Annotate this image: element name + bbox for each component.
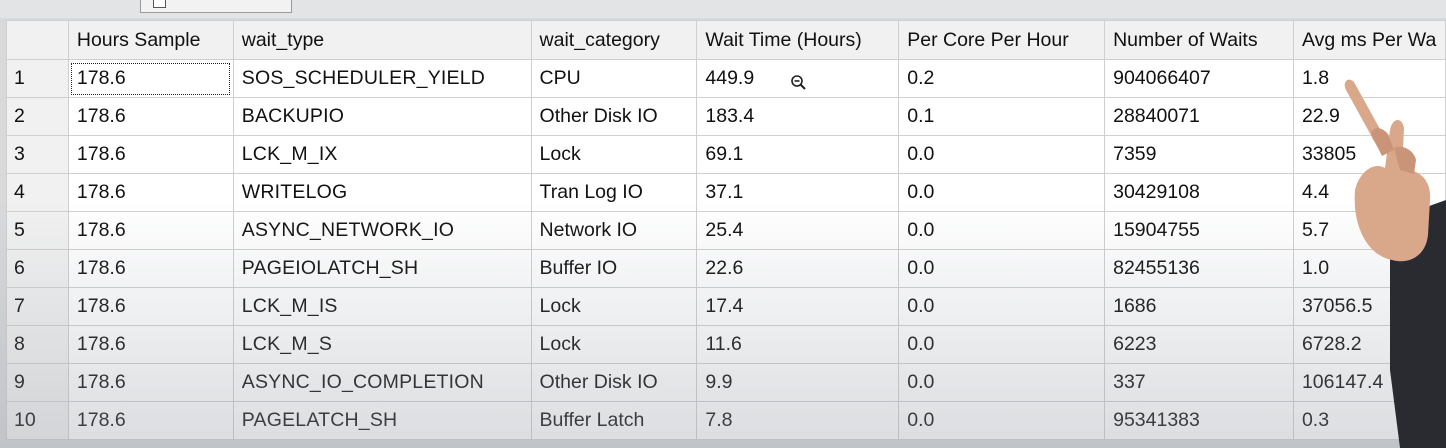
wait-category-cell[interactable]: Tran Log IO <box>530 173 698 212</box>
number-of-waits-cell[interactable]: 15904755 <box>1104 211 1294 250</box>
wait-category-cell[interactable]: Other Disk IO <box>530 363 698 402</box>
wait-type-cell[interactable]: PAGELATCH_SH <box>232 401 532 440</box>
hours-sample-cell[interactable]: 178.6 <box>67 97 234 136</box>
table-row[interactable]: 5 178.6 ASYNC_NETWORK_IO Network IO 25.4 0.0 1… <box>6 211 1446 250</box>
table-row[interactable]: 4 178.6 WRITELOG Tran Log IO 37.1 0.0 30429108… <box>6 173 1446 212</box>
wait-type-cell[interactable]: BACKUPIO <box>232 97 532 136</box>
number-of-waits-cell[interactable]: 1686 <box>1104 287 1294 326</box>
column-header[interactable]: wait_category <box>530 20 698 60</box>
presenter-pointing-hand <box>1344 79 1446 448</box>
wait-category-cell[interactable]: Buffer Latch <box>530 401 698 440</box>
wait-type-cell[interactable]: LCK_M_IS <box>232 287 532 326</box>
number-of-waits-cell[interactable]: 95341383 <box>1104 401 1294 440</box>
per-core-cell[interactable]: 0.2 <box>898 59 1106 98</box>
row-number[interactable]: 10 <box>6 401 69 440</box>
table-row[interactable]: 8 178.6 LCK_M_S Lock 11.6 0.0 6223 6728.2 <box>6 325 1446 364</box>
grid-body: 1 178.6 SOS_SCHEDULER_YIELD CPU 449.9 0.2 9040… <box>6 59 1446 440</box>
hours-sample-cell[interactable]: 178.6 <box>67 59 234 98</box>
row-number[interactable]: 5 <box>6 211 69 250</box>
zoom-out-cursor-icon <box>791 75 806 90</box>
number-of-waits-cell[interactable]: 7359 <box>1104 135 1294 174</box>
row-number[interactable]: 9 <box>6 363 69 402</box>
number-of-waits-cell[interactable]: 6223 <box>1104 325 1294 364</box>
table-row[interactable]: 9 178.6 ASYNC_IO_COMPLETION Other Disk IO 9.… <box>6 363 1446 402</box>
column-header[interactable]: Avg ms Per Wa <box>1292 20 1446 60</box>
results-toolbar-strip <box>0 0 1446 18</box>
number-of-waits-cell[interactable]: 30429108 <box>1104 173 1294 212</box>
column-header[interactable]: Number of Waits <box>1104 20 1294 60</box>
per-core-cell[interactable]: 0.0 <box>898 249 1106 288</box>
wait-category-cell[interactable]: Buffer IO <box>530 249 698 288</box>
per-core-cell[interactable]: 0.0 <box>898 401 1106 440</box>
per-core-cell[interactable]: 0.1 <box>898 97 1106 136</box>
wait-time-cell[interactable]: 183.4 <box>696 97 900 136</box>
wait-category-cell[interactable]: Lock <box>530 287 698 326</box>
results-tab[interactable] <box>140 0 292 13</box>
wait-type-cell[interactable]: PAGEIOLATCH_SH <box>232 249 532 288</box>
checkbox-icon[interactable] <box>153 0 166 8</box>
hours-sample-cell[interactable]: 178.6 <box>67 401 234 440</box>
wait-type-cell[interactable]: ASYNC_NETWORK_IO <box>232 211 532 250</box>
wait-time-cell[interactable]: 37.1 <box>696 173 900 212</box>
row-number[interactable]: 6 <box>6 249 69 288</box>
wait-category-cell[interactable]: Lock <box>530 135 698 174</box>
row-number[interactable]: 8 <box>6 325 69 364</box>
per-core-cell[interactable]: 0.0 <box>898 325 1106 364</box>
row-number[interactable]: 3 <box>6 135 69 174</box>
number-of-waits-cell[interactable]: 904066407 <box>1104 59 1294 98</box>
wait-type-cell[interactable]: LCK_M_S <box>232 325 532 364</box>
column-header[interactable]: Wait Time (Hours) <box>696 20 900 60</box>
hours-sample-cell[interactable]: 178.6 <box>67 363 234 402</box>
per-core-cell[interactable]: 0.0 <box>898 135 1106 174</box>
wait-time-cell[interactable]: 7.8 <box>696 401 900 440</box>
row-number[interactable]: 1 <box>6 59 69 98</box>
hours-sample-cell[interactable]: 178.6 <box>67 173 234 212</box>
table-row[interactable]: 1 178.6 SOS_SCHEDULER_YIELD CPU 449.9 0.2 9040… <box>6 59 1446 98</box>
table-row[interactable]: 3 178.6 LCK_M_IX Lock 69.1 0.0 7359 33805 <box>6 135 1446 174</box>
table-row[interactable]: 7 178.6 LCK_M_IS Lock 17.4 0.0 1686 37056.5 <box>6 287 1446 326</box>
row-number[interactable]: 7 <box>6 287 69 326</box>
wait-category-cell[interactable]: Other Disk IO <box>530 97 698 136</box>
wait-type-cell[interactable]: ASYNC_IO_COMPLETION <box>232 363 532 402</box>
wait-time-cell[interactable]: 11.6 <box>696 325 900 364</box>
number-of-waits-cell[interactable]: 337 <box>1104 363 1294 402</box>
wait-type-cell[interactable]: WRITELOG <box>232 173 532 212</box>
row-number[interactable]: 2 <box>6 97 69 136</box>
wait-type-cell[interactable]: SOS_SCHEDULER_YIELD <box>232 59 532 98</box>
column-header[interactable]: Per Core Per Hour <box>898 20 1106 60</box>
hours-sample-cell[interactable]: 178.6 <box>67 325 234 364</box>
hours-sample-cell[interactable]: 178.6 <box>67 249 234 288</box>
wait-type-cell[interactable]: LCK_M_IX <box>232 135 532 174</box>
table-row[interactable]: 6 178.6 PAGEIOLATCH_SH Buffer IO 22.6 0.0 8245… <box>6 249 1446 288</box>
wait-time-cell[interactable]: 25.4 <box>696 211 900 250</box>
header-row: Hours Sample wait_type wait_category Wait T… <box>6 20 1446 60</box>
table-row[interactable]: 10 178.6 PAGELATCH_SH Buffer Latch 7.8 0.0 953… <box>6 401 1446 440</box>
hours-sample-cell[interactable]: 178.6 <box>67 211 234 250</box>
number-of-waits-cell[interactable]: 28840071 <box>1104 97 1294 136</box>
wait-category-cell[interactable]: Lock <box>530 325 698 364</box>
results-grid[interactable]: Hours Sample wait_type wait_category Wait T… <box>6 20 1446 440</box>
wait-time-cell[interactable]: 17.4 <box>696 287 900 326</box>
row-number[interactable]: 4 <box>6 173 69 212</box>
column-header[interactable]: wait_type <box>232 20 532 60</box>
table-row[interactable]: 2 178.6 BACKUPIO Other Disk IO 183.4 0.1 28840… <box>6 97 1446 136</box>
wait-category-cell[interactable]: CPU <box>530 59 698 98</box>
hours-sample-cell[interactable]: 178.6 <box>67 135 234 174</box>
avg-ms-cell[interactable]: 33805 <box>1292 135 1446 174</box>
wait-time-cell[interactable]: 69.1 <box>696 135 900 174</box>
wait-time-cell[interactable]: 9.9 <box>696 363 900 402</box>
hours-sample-cell[interactable]: 178.6 <box>67 287 234 326</box>
per-core-cell[interactable]: 0.0 <box>898 363 1106 402</box>
avg-ms-cell[interactable]: 1.8 <box>1292 59 1446 98</box>
per-core-cell[interactable]: 0.0 <box>898 173 1106 212</box>
wait-time-cell[interactable]: 22.6 <box>696 249 900 288</box>
row-number-header[interactable] <box>6 20 69 60</box>
per-core-cell[interactable]: 0.0 <box>898 287 1106 326</box>
number-of-waits-cell[interactable]: 82455136 <box>1104 249 1294 288</box>
column-header[interactable]: Hours Sample <box>67 20 234 60</box>
per-core-cell[interactable]: 0.0 <box>898 211 1106 250</box>
wait-category-cell[interactable]: Network IO <box>530 211 698 250</box>
